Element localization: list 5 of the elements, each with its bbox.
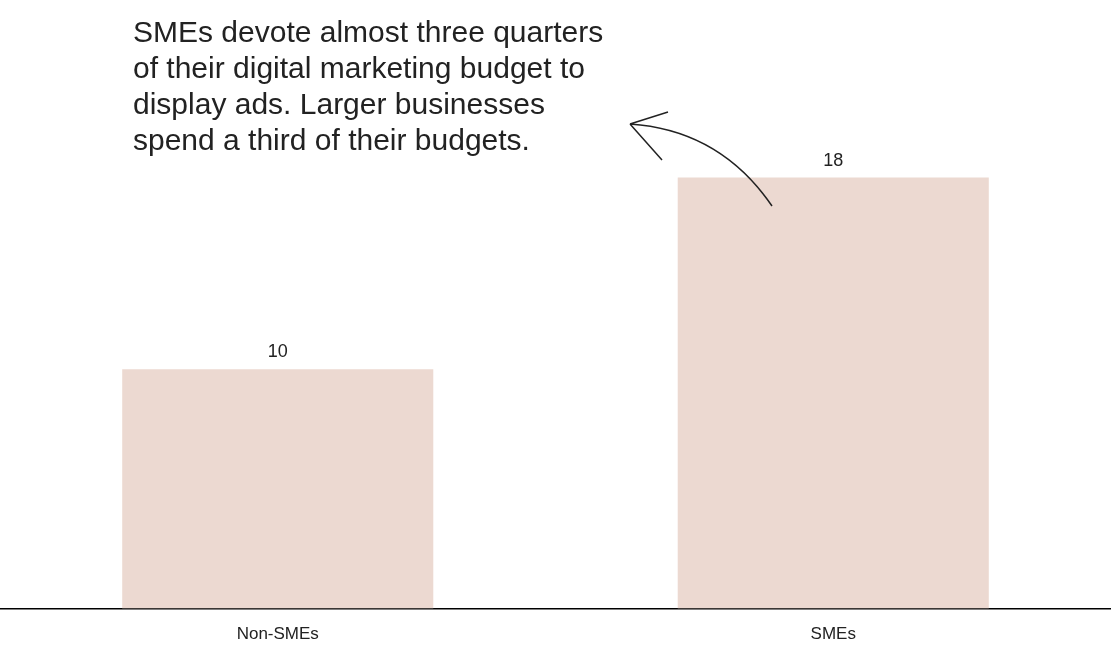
x-tick-label: SMEs bbox=[810, 624, 856, 644]
data-label: 10 bbox=[267, 341, 288, 362]
data-label: 18 bbox=[823, 149, 844, 170]
text: SMEs devote almost three quarters of their digital marketing budget to display ads. Larger businesses spend a third of their budgets. bbox=[133, 14, 605, 158]
x-tick-label: Non-SMEs bbox=[236, 624, 319, 644]
